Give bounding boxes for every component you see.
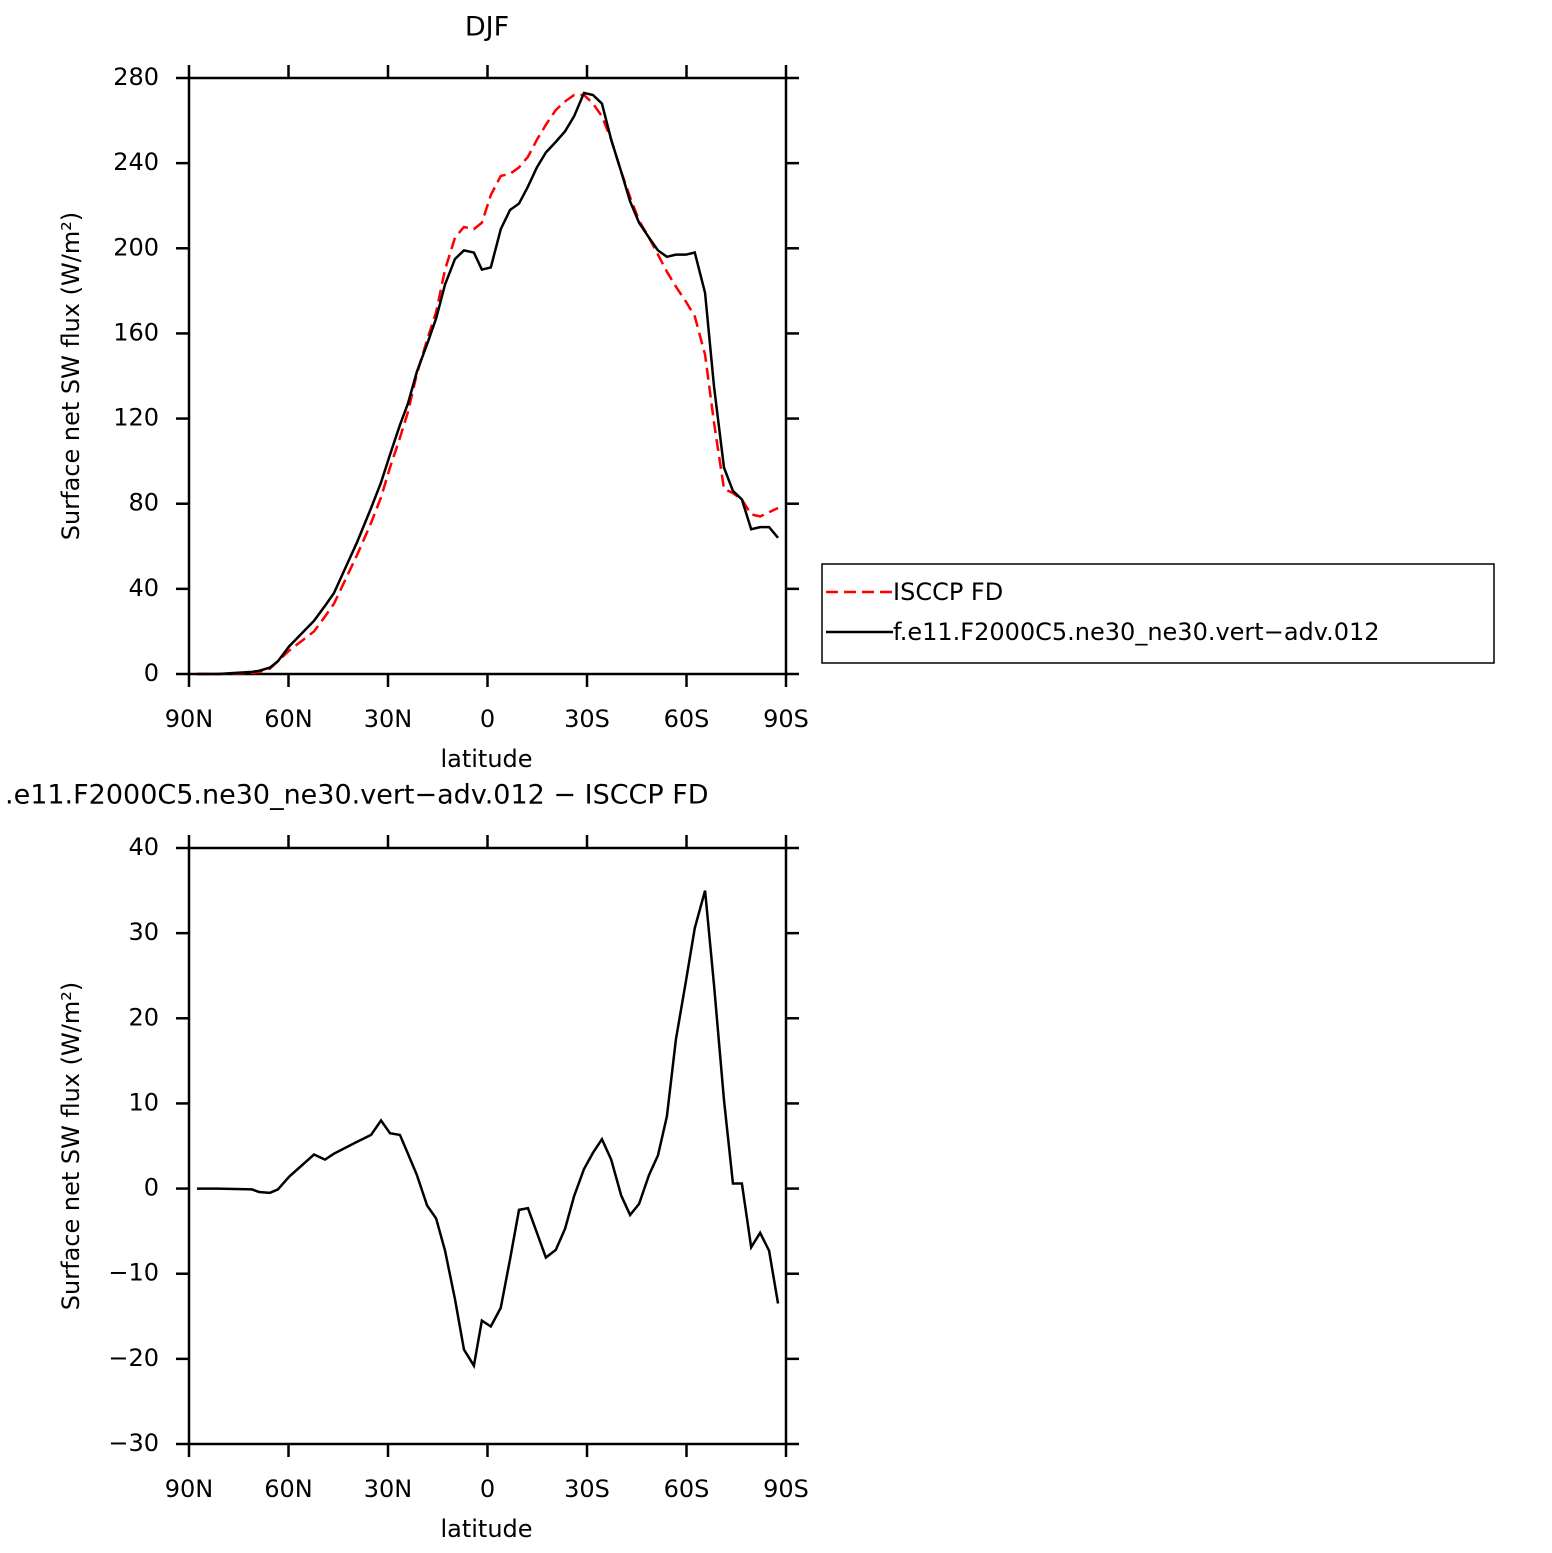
x-tick-label: 30N — [364, 705, 413, 733]
y-tick-label: 80 — [128, 489, 159, 517]
x-tick-label: 30N — [364, 1475, 413, 1503]
x-tick-label: 60S — [664, 1475, 710, 1503]
data-line — [196, 91, 779, 676]
y-tick-label: 40 — [128, 833, 159, 861]
y-tick-label: 200 — [113, 233, 159, 261]
x-tick-label: 0 — [480, 1475, 495, 1503]
y-tick-label: 10 — [128, 1088, 159, 1116]
y-tick-label: 40 — [128, 574, 159, 602]
y-tick-label: −10 — [108, 1259, 159, 1287]
legend-box — [821, 563, 1495, 664]
x-tick-label: 60S — [664, 705, 710, 733]
x-tick-label: 90S — [763, 705, 809, 733]
x-tick-label: 0 — [480, 705, 495, 733]
y-tick-label: −30 — [108, 1429, 159, 1457]
x-axis-label: latitude — [440, 1515, 532, 1543]
plot-frame — [187, 76, 788, 676]
plot-frame — [187, 846, 788, 1446]
data-line — [196, 93, 779, 676]
x-tick-label: 90N — [165, 1475, 214, 1503]
data-line — [196, 890, 780, 1370]
chart-title: DJF — [465, 12, 509, 43]
y-axis-label: Surface net SW flux (W/m²) — [57, 982, 85, 1310]
y-tick-label: 0 — [144, 1174, 159, 1202]
y-tick-label: 30 — [128, 918, 159, 946]
y-axis-label: Surface net SW flux (W/m²) — [57, 212, 85, 540]
x-axis-label: latitude — [440, 745, 532, 773]
x-tick-label: 90S — [763, 1475, 809, 1503]
y-tick-label: 0 — [144, 659, 159, 687]
y-tick-label: 240 — [113, 148, 159, 176]
legend-label: ISCCP FD — [893, 578, 1003, 606]
x-tick-label: 30S — [564, 1475, 610, 1503]
y-tick-label: −20 — [108, 1344, 159, 1372]
legend: ISCCP FD f.e11.F2000C5.ne30_ne30.vert−adv… — [821, 563, 1495, 664]
chart: .e11.F2000C5.ne30_ne30.vert−adv.012 − IS… — [5, 780, 809, 1544]
chart: DJF 90N 60N 30N 0 30S 60S 90S 0 40 80 120 160 200 240 2… — [57, 12, 1495, 773]
y-tick-label: 160 — [113, 318, 159, 346]
y-tick-label: 120 — [113, 404, 159, 432]
legend-label: f.e11.F2000C5.ne30_ne30.vert−adv.012 — [893, 618, 1380, 646]
x-tick-label: 30S — [564, 705, 610, 733]
x-tick-label: 60N — [264, 1475, 313, 1503]
chart-title: .e11.F2000C5.ne30_ne30.vert−adv.012 − IS… — [5, 780, 709, 811]
x-tick-label: 90N — [165, 705, 214, 733]
x-tick-label: 60N — [264, 705, 313, 733]
y-tick-label: 20 — [128, 1003, 159, 1031]
y-tick-label: 280 — [113, 63, 159, 91]
